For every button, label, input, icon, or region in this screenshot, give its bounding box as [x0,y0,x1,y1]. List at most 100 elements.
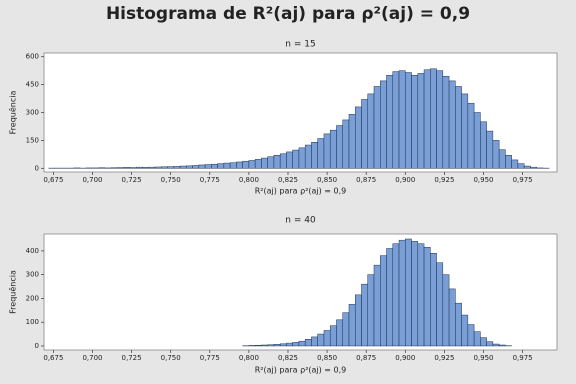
bar [354,106,362,169]
panel-title: n = 40 [285,216,316,226]
y-tick-label: 150 [26,136,39,144]
bar [292,342,300,347]
bar [392,243,400,347]
bar [204,164,212,169]
bar [455,86,462,169]
bar [348,114,356,169]
bar [448,80,456,169]
bar [492,343,500,347]
bar [317,333,325,347]
bar [211,163,218,169]
bar [154,166,162,169]
bar [373,264,381,347]
bar [342,312,350,347]
bar [411,75,419,169]
y-tick-label: 0 [35,164,39,172]
y-tick-label: 600 [26,53,39,61]
bar [323,330,331,347]
bar [392,71,400,169]
bar [498,344,506,347]
bar [461,314,469,347]
bar [286,342,293,347]
bar [473,331,481,347]
x-axis-label: R²(aj) para ρ²(aj) = 0,9 [255,366,347,375]
bar [304,144,312,169]
bar [242,160,250,169]
bar [136,166,143,169]
bar [254,159,262,169]
x-axis-label: R²(aj) para ρ²(aj) = 0,9 [255,187,347,196]
bar [261,344,268,347]
x-tick-label: 0,750 [161,176,181,184]
bar [329,325,337,347]
bar [123,167,131,169]
bar [461,93,469,169]
x-tick-label: 0,975 [513,176,533,184]
bar [492,140,500,169]
bar [161,166,168,169]
y-tick-label: 200 [26,294,39,302]
bar [273,344,281,347]
x-tick-label: 0,900 [395,354,415,362]
bar [286,151,293,169]
x-tick-label: 0,675 [43,176,63,184]
bar [367,93,375,169]
bar [455,302,462,347]
bar [236,161,243,169]
bar [473,112,481,169]
bar [273,155,281,169]
x-tick-label: 0,925 [434,354,454,362]
bar [361,99,369,169]
y-tick-label: 100 [26,318,39,326]
bar [467,102,475,169]
bar [192,165,200,169]
bar [361,283,369,347]
y-tick-label: 450 [26,81,39,89]
bar [405,72,412,169]
bar [442,75,450,169]
bar [423,69,431,169]
bar [386,75,394,169]
x-tick-label: 0,950 [473,354,493,362]
x-tick-label: 0,700 [82,354,102,362]
bar [430,68,437,169]
bar [398,70,406,169]
bar [380,255,387,347]
bar [111,167,118,169]
x-tick-label: 0,875 [356,176,376,184]
y-axis-label: Frequência [8,270,18,314]
bar [336,125,343,169]
x-tick-label: 0,725 [122,354,142,362]
bar [329,129,337,169]
x-tick-label: 0,950 [473,176,493,184]
bar [467,324,475,347]
bar [380,80,387,169]
bar [436,262,444,347]
bar [417,73,425,169]
bar [198,164,206,169]
bar [486,130,494,169]
bar [342,119,350,169]
bar [386,248,394,347]
bar [254,344,262,347]
x-tick-label: 0,825 [278,176,298,184]
bar [411,241,419,347]
bar [292,149,300,169]
bar [279,343,287,347]
bar [229,162,237,169]
bar [317,138,325,169]
bar [223,162,231,169]
bar [148,166,156,169]
x-tick-label: 0,775 [200,176,220,184]
x-tick-label: 0,825 [278,354,298,362]
bar [423,247,431,347]
bar [167,166,175,169]
bar [480,337,487,347]
bar [311,142,318,169]
bar [142,167,150,169]
y-tick-label: 300 [26,271,39,279]
x-tick-label: 0,975 [513,354,533,362]
x-tick-label: 0,750 [161,354,181,362]
bar [311,336,318,347]
